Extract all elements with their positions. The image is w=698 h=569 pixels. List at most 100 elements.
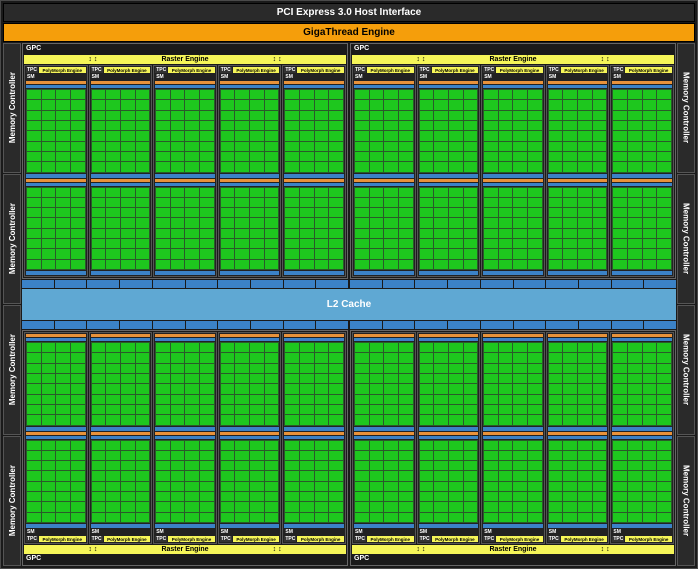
tpc: TPCPolyMorph EngineSM bbox=[89, 65, 153, 277]
tpc-label: TPC bbox=[612, 67, 624, 73]
tpc: SMTPCPolyMorph Engine bbox=[481, 332, 545, 544]
sm bbox=[354, 432, 414, 529]
cuda-cores bbox=[419, 342, 479, 426]
rop-unit bbox=[579, 280, 611, 288]
cuda-cores bbox=[548, 440, 608, 524]
mem-controllers-right: Memory ControllerMemory ControllerMemory… bbox=[677, 43, 695, 566]
rop-unit bbox=[644, 280, 676, 288]
polymorph-engine: PolyMorph Engine bbox=[367, 67, 414, 73]
cuda-cores bbox=[284, 187, 344, 271]
polymorph-engine: PolyMorph Engine bbox=[367, 536, 414, 542]
cuda-cores bbox=[91, 187, 151, 271]
gigathread-bar: GigaThread Engine bbox=[3, 23, 695, 42]
sm-label: SM bbox=[155, 74, 215, 80]
sm-label: SM bbox=[548, 74, 608, 80]
rop-unit bbox=[316, 280, 348, 288]
sm bbox=[26, 179, 86, 276]
cuda-cores bbox=[419, 440, 479, 524]
cuda-cores bbox=[548, 342, 608, 426]
gpc-label: GPC bbox=[24, 45, 346, 54]
rop-unit bbox=[22, 280, 54, 288]
cuda-cores bbox=[26, 342, 86, 426]
sm bbox=[284, 432, 344, 529]
tpc: TPCPolyMorph EngineSM bbox=[24, 65, 88, 277]
raster-engine: Raster Engine bbox=[24, 55, 346, 64]
polymorph-engine: PolyMorph Engine bbox=[432, 67, 479, 73]
sm bbox=[483, 81, 543, 178]
tpc: SMTPCPolyMorph Engine bbox=[417, 332, 481, 544]
sm bbox=[91, 81, 151, 178]
sm bbox=[612, 432, 672, 529]
cuda-cores bbox=[220, 342, 280, 426]
memory-controller: Memory Controller bbox=[3, 43, 21, 173]
rop-unit bbox=[415, 321, 447, 329]
sm bbox=[419, 334, 479, 431]
cuda-cores bbox=[155, 440, 215, 524]
tpc: SMTPCPolyMorph Engine bbox=[153, 332, 217, 544]
cuda-cores bbox=[284, 342, 344, 426]
cuda-cores bbox=[612, 187, 672, 271]
cuda-cores bbox=[483, 89, 543, 173]
polymorph-engine: PolyMorph Engine bbox=[104, 67, 151, 73]
cuda-cores bbox=[354, 187, 414, 271]
center-column: GPCRaster EngineTPCPolyMorph EngineSMTPC… bbox=[22, 43, 676, 566]
cuda-cores bbox=[612, 342, 672, 426]
sm bbox=[26, 81, 86, 178]
sm bbox=[155, 432, 215, 529]
raster-engine: Raster Engine bbox=[24, 545, 346, 554]
raster-engine: Raster Engine bbox=[352, 55, 674, 64]
cuda-cores bbox=[220, 89, 280, 173]
sm bbox=[284, 334, 344, 431]
sm bbox=[612, 334, 672, 431]
cuda-cores bbox=[354, 342, 414, 426]
sm bbox=[354, 179, 414, 276]
rop-unit bbox=[579, 321, 611, 329]
rop-unit bbox=[284, 280, 316, 288]
polymorph-engine: PolyMorph Engine bbox=[168, 536, 215, 542]
sm-label: SM bbox=[155, 529, 215, 535]
sm bbox=[354, 334, 414, 431]
rop-unit bbox=[186, 280, 218, 288]
polymorph-engine: PolyMorph Engine bbox=[168, 67, 215, 73]
rop-unit bbox=[383, 321, 415, 329]
tpc-label: TPC bbox=[26, 536, 38, 542]
memory-controller: Memory Controller bbox=[677, 436, 695, 566]
rop-unit bbox=[612, 321, 644, 329]
tpc: SMTPCPolyMorph Engine bbox=[610, 332, 674, 544]
tpc: TPCPolyMorph EngineSM bbox=[282, 65, 346, 277]
gpc-label: GPC bbox=[352, 45, 674, 54]
cuda-cores bbox=[548, 89, 608, 173]
sm bbox=[548, 179, 608, 276]
cuda-cores bbox=[26, 187, 86, 271]
sm-label: SM bbox=[220, 74, 280, 80]
tpc: SMTPCPolyMorph Engine bbox=[218, 332, 282, 544]
rop-unit bbox=[153, 280, 185, 288]
sm bbox=[483, 432, 543, 529]
rop-unit bbox=[120, 280, 152, 288]
cuda-cores bbox=[91, 342, 151, 426]
polymorph-engine: PolyMorph Engine bbox=[39, 67, 86, 73]
rop-unit bbox=[120, 321, 152, 329]
polymorph-engine: PolyMorph Engine bbox=[297, 67, 344, 73]
rop-unit bbox=[350, 321, 382, 329]
tpc-label: TPC bbox=[354, 536, 366, 542]
memory-controller: Memory Controller bbox=[3, 305, 21, 435]
tpc-label: TPC bbox=[612, 536, 624, 542]
tpc: SMTPCPolyMorph Engine bbox=[89, 332, 153, 544]
polymorph-engine: PolyMorph Engine bbox=[496, 67, 543, 73]
gpu-block-diagram: PCI Express 3.0 Host Interface GigaThrea… bbox=[0, 0, 698, 569]
rop-unit bbox=[186, 321, 218, 329]
gpc-row-bottom: SMTPCPolyMorph EngineSMTPCPolyMorph Engi… bbox=[22, 330, 676, 566]
gpc: GPCRaster EngineTPCPolyMorph EngineSMTPC… bbox=[350, 43, 676, 279]
cuda-cores bbox=[483, 187, 543, 271]
tpc-label: TPC bbox=[91, 67, 103, 73]
tpc-label: TPC bbox=[419, 536, 431, 542]
tpc-label: TPC bbox=[91, 536, 103, 542]
rop-unit bbox=[514, 280, 546, 288]
tpc-label: TPC bbox=[548, 67, 560, 73]
polymorph-engine: PolyMorph Engine bbox=[432, 536, 479, 542]
sm-label: SM bbox=[284, 74, 344, 80]
tpc: SMTPCPolyMorph Engine bbox=[24, 332, 88, 544]
tpc-label: TPC bbox=[26, 67, 38, 73]
cuda-cores bbox=[483, 440, 543, 524]
